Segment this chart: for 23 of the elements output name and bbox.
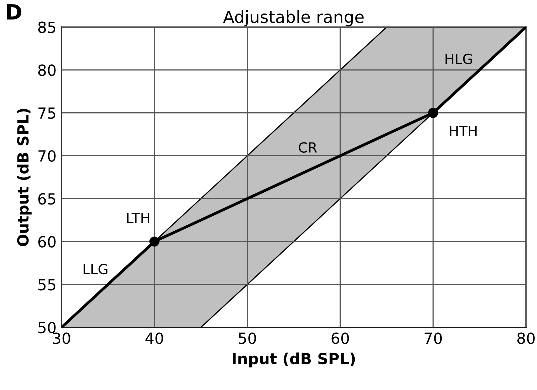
y-tick-label: 85 (38, 22, 56, 34)
x-tick-label: 70 (424, 332, 442, 344)
y-axis-title: Output (dB SPL) (17, 109, 32, 246)
annotation: LTH (127, 213, 150, 224)
y-tick-label: 65 (38, 193, 56, 205)
chart-title: Adjustable range (223, 10, 364, 27)
x-tick-label: 50 (239, 332, 256, 344)
x-tick-label: 40 (146, 332, 164, 344)
y-tick-label: 75 (38, 108, 56, 120)
annotation: CR (299, 142, 318, 153)
text: D (7, 4, 22, 20)
y-tick-label: 50 (38, 322, 56, 334)
x-axis-title: Input (dB SPL) (233, 352, 356, 368)
y-tick-label: 55 (38, 279, 56, 291)
annotation: LLG (84, 264, 108, 275)
annotation: HTH (450, 126, 477, 136)
y-tick-label: 60 (38, 236, 56, 248)
x-tick-label: 80 (518, 332, 535, 344)
y-tick-label: 70 (38, 150, 56, 162)
x-tick-label: 30 (53, 332, 70, 344)
annotation: HLG (446, 54, 472, 64)
y-tick-label: 80 (38, 64, 56, 76)
x-tick-label: 60 (332, 332, 350, 344)
